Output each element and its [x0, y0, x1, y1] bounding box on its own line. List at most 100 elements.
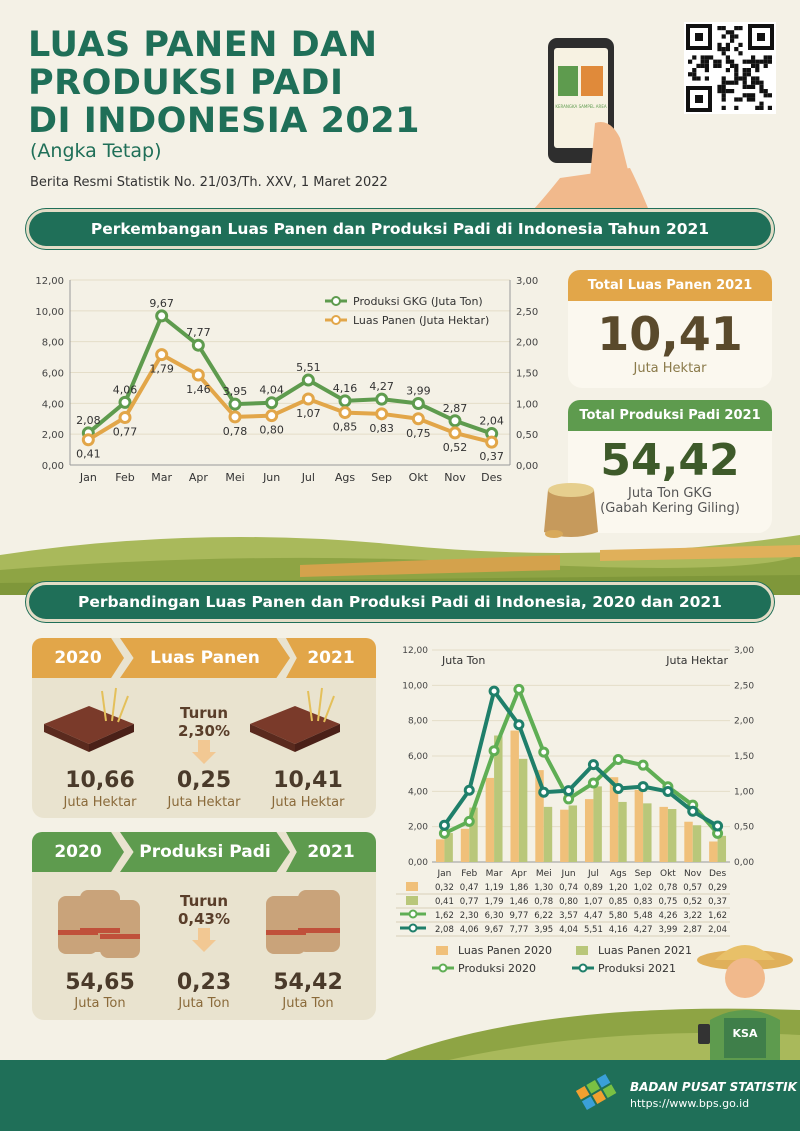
legend-marker [331, 315, 341, 325]
data-label: 4,04 [259, 384, 284, 397]
y-right-tick: 2,00 [516, 338, 538, 349]
luas-2021-unit: Juta Hektar [271, 795, 345, 810]
bar [692, 825, 702, 862]
y-left-tick: 0,00 [408, 858, 428, 868]
x-tick-label: Jan [79, 471, 97, 484]
table-cell: 0,52 [683, 897, 702, 907]
x-tick-label: Jul [301, 471, 315, 484]
data-label: 0,37 [479, 450, 504, 463]
data-label: 4,06 [113, 383, 138, 396]
rice-sack-icon [544, 483, 598, 538]
data-point [563, 785, 575, 797]
data-point [118, 395, 132, 409]
bar [684, 821, 693, 862]
bar [643, 803, 652, 862]
produksi-2020-value: 54,65 [65, 970, 135, 995]
data-point [448, 414, 462, 428]
series-line [443, 684, 720, 836]
footer-url[interactable]: https://www.bps.go.id [630, 1097, 750, 1110]
table-cell: 1,02 [634, 883, 653, 893]
data-label: 0,80 [259, 424, 284, 437]
table-cell: 0,41 [435, 897, 454, 907]
y-right-tick: 1,00 [516, 399, 538, 410]
table-cell: 7,77 [509, 925, 528, 935]
x-tick-label: Sep [371, 471, 392, 484]
table-cell: 3,57 [559, 911, 578, 921]
bar [634, 789, 644, 862]
qr-code[interactable] [684, 22, 776, 114]
data-label: 0,78 [223, 425, 248, 438]
table-cell: 1,62 [708, 911, 727, 921]
table-cell: 4,06 [460, 925, 479, 935]
table-key [406, 882, 418, 891]
legend-label: Luas Panen 2021 [598, 944, 692, 957]
bar [469, 807, 478, 862]
data-point [228, 410, 242, 424]
table-cell: 4,47 [584, 911, 603, 921]
y-left-tick: 2,00 [408, 823, 428, 833]
total-produksi-unit1: Juta Ton GKG [628, 486, 712, 501]
data-point [488, 685, 500, 697]
table-cell: 0,85 [609, 897, 628, 907]
total-produksi-unit2: (Gabah Kering Giling) [600, 501, 740, 516]
data-point [712, 820, 724, 832]
y-left-tick: 8,00 [42, 338, 64, 349]
title-line-3: DI INDONESIA 2021 [28, 101, 420, 141]
legend-label: Produksi 2021 [598, 962, 676, 975]
produksi-2020-unit: Juta Ton [74, 996, 126, 1011]
table-cell: 9,67 [485, 925, 504, 935]
rice-sacks-icon-2021 [266, 890, 340, 954]
data-label: 3,95 [223, 385, 248, 398]
luas-change-pct: 2,30% [177, 722, 231, 740]
bar [618, 801, 627, 862]
rice-sacks-icon-2020 [58, 890, 140, 958]
x-tick-label: Ags [610, 869, 627, 879]
table-cell: 4,16 [609, 925, 628, 935]
data-label: 0,41 [76, 448, 101, 461]
data-point [687, 805, 699, 817]
bps-logo-icon[interactable] [575, 1074, 623, 1116]
table-cell: 1,19 [485, 883, 504, 893]
luas-chevron-row: 2020 Luas Panen 2021 [32, 638, 376, 678]
data-point [191, 338, 205, 352]
table-cell: 0,74 [559, 883, 578, 893]
table-cell: 4,04 [559, 925, 578, 935]
y-right-tick: 3,00 [516, 276, 538, 287]
table-cell: 2,30 [460, 911, 479, 921]
data-point [662, 786, 674, 798]
table-cell: 0,78 [534, 897, 553, 907]
luas-2021-value: 10,41 [273, 768, 343, 793]
x-tick-label: Mei [536, 869, 552, 879]
data-point [513, 719, 525, 731]
title-line-2: PRODUKSI PADI [28, 63, 344, 103]
data-label: 2,87 [443, 402, 468, 415]
comparison-2020-2021-chart: 0,00 2,00 4,00 6,00 8,00 10,00 12,00 0,00 0,50 1,… [396, 646, 754, 975]
table-cell: 2,04 [708, 925, 727, 935]
y-right-tick: 0,50 [734, 823, 754, 833]
table-cell: 1,07 [584, 897, 603, 907]
table-cell: 6,30 [485, 911, 504, 921]
data-point [538, 786, 550, 798]
bar [609, 777, 619, 862]
data-label: 0,52 [443, 441, 468, 454]
data-point [563, 793, 575, 805]
table-cell: 0,75 [658, 897, 677, 907]
x-tick-label: Sep [635, 869, 652, 879]
data-point [463, 815, 475, 827]
data-label: 0,75 [406, 427, 431, 440]
y-right-tick: 1,00 [734, 787, 754, 797]
y-right-tick: 2,50 [734, 681, 754, 691]
bar [460, 828, 470, 862]
data-point [155, 309, 169, 323]
bar [494, 735, 503, 862]
bar [543, 806, 553, 862]
table-cell: 0,83 [634, 897, 653, 907]
bar [485, 777, 495, 862]
footer: BADAN PUSAT STATISTIK https://www.bps.go… [0, 1060, 800, 1131]
data-point [637, 781, 649, 793]
bar [593, 786, 602, 862]
bar [435, 839, 445, 862]
total-luas-card: Total Luas Panen 2021 10,41 Juta Hektar [568, 270, 772, 388]
data-label: 0,77 [113, 426, 138, 439]
total-produksi-card: Total Produksi Padi 2021 54,42 Juta Ton … [568, 400, 772, 533]
